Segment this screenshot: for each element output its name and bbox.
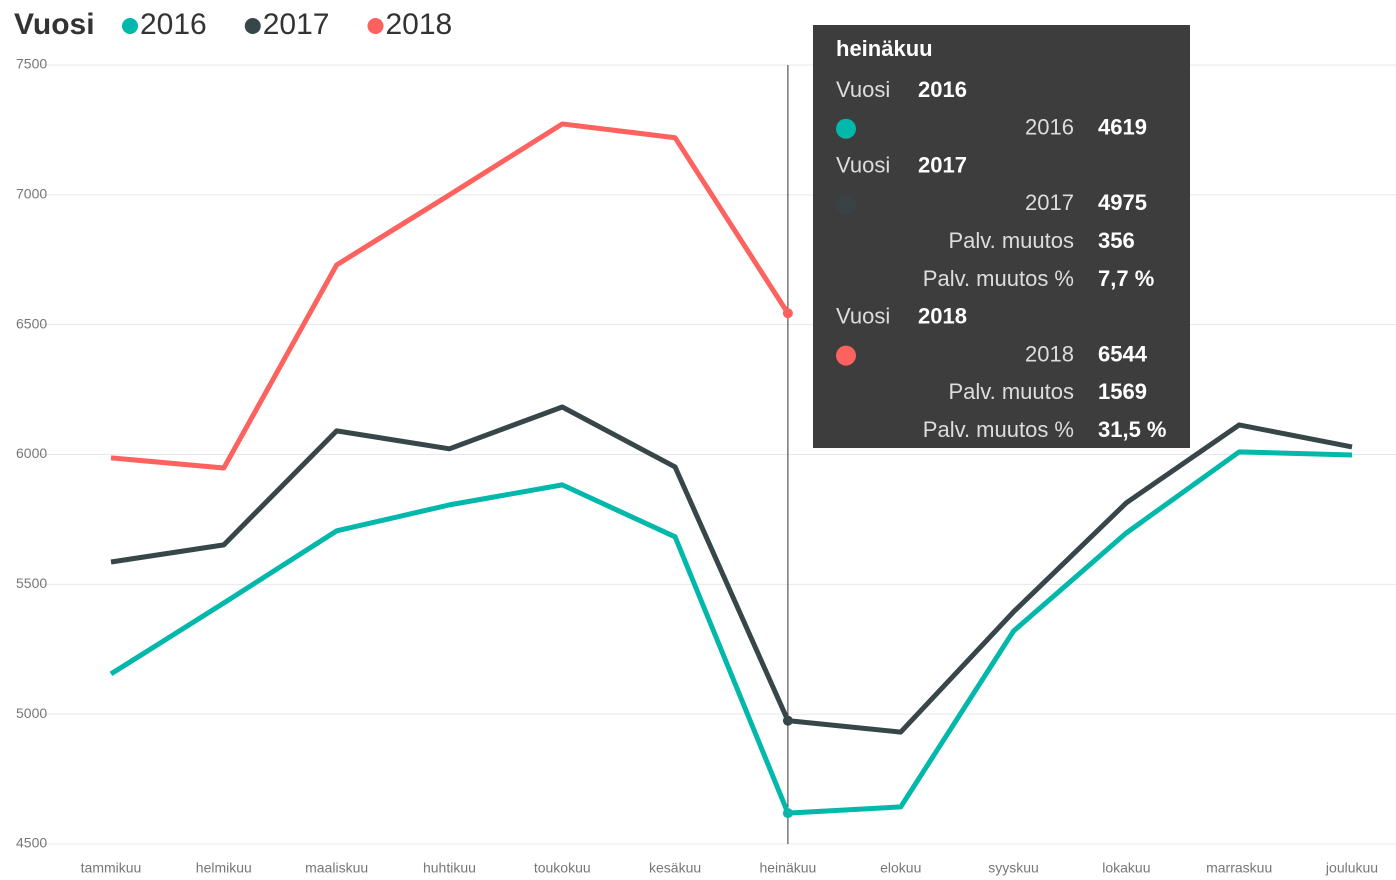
x-tick-label: toukokuu (534, 860, 591, 876)
x-tick-label: helmikuu (196, 860, 252, 876)
series-line (109, 449, 1353, 816)
y-tick-label: 5000 (16, 705, 47, 721)
tooltip-group-year: 2018 (918, 304, 967, 329)
y-tick-label: 7000 (16, 186, 47, 202)
tooltip-label: Palv. muutos (948, 379, 1074, 404)
hover-point (782, 715, 793, 726)
tooltip-label: Palv. muutos (948, 228, 1074, 253)
tooltip: heinäkuu Vuosi 2016 2016 4619 Vuosi 2017 2017 49… (813, 25, 1190, 448)
legend-title: Vuosi (14, 8, 95, 41)
tooltip-value: 4619 (1098, 115, 1147, 140)
tooltip-title: heinäkuu (836, 36, 933, 61)
tooltip-marker (836, 194, 856, 215)
x-tick-label: maaliskuu (305, 860, 368, 876)
tooltip-value: 356 (1098, 228, 1135, 253)
x-tick-label: lokakuu (1102, 860, 1150, 876)
y-tick-label: 5500 (16, 575, 47, 591)
legend-label: 2017 (263, 8, 330, 41)
legend-marker (367, 18, 384, 34)
legend-label: 2018 (386, 8, 453, 41)
tooltip-group-year: 2017 (918, 152, 967, 177)
y-tick-label: 6500 (16, 315, 47, 331)
x-tick-label: kesäkuu (649, 860, 701, 876)
y-tick-label: 7500 (16, 56, 47, 72)
tooltip-box (813, 25, 1190, 448)
tooltip-value: 7,7 % (1098, 266, 1154, 291)
x-tick-label: joulukuu (1325, 860, 1378, 876)
tooltip-group-label: Vuosi (836, 152, 890, 177)
legend-marker (122, 18, 138, 34)
tooltip-value: 6544 (1098, 341, 1148, 366)
tooltip-label: 2017 (1025, 190, 1074, 215)
series-line (110, 404, 1353, 735)
x-tick-label: syyskuu (988, 860, 1039, 876)
x-tick-label: marraskuu (1206, 860, 1272, 876)
x-tick-label: huhtikuu (423, 860, 476, 876)
tooltip-group-label: Vuosi (836, 77, 890, 102)
x-tick-label: heinäkuu (759, 860, 816, 876)
tooltip-group-year: 2016 (918, 77, 967, 102)
tooltip-label: Palv. muutos % (923, 266, 1074, 291)
hover-point (782, 308, 793, 319)
tooltip-marker (836, 345, 856, 366)
x-tick-label: elokuu (880, 860, 921, 876)
hover-point (782, 808, 793, 819)
tooltip-value: 1569 (1098, 379, 1147, 404)
series-line (110, 121, 791, 471)
y-tick-label: 6000 (16, 445, 47, 461)
y-tick-label: 4500 (16, 835, 47, 851)
tooltip-label: 2016 (1025, 115, 1074, 140)
tooltip-group-label: Vuosi (836, 304, 890, 329)
tooltip-value: 4975 (1098, 190, 1147, 215)
x-tick-label: tammikuu (81, 860, 142, 876)
tooltip-value: 31,5 % (1098, 417, 1167, 442)
legend-marker (244, 18, 261, 34)
tooltip-label: 2018 (1025, 341, 1074, 366)
tooltip-marker (836, 118, 856, 139)
tooltip-label: Palv. muutos % (923, 417, 1074, 442)
legend-label: 2016 (140, 8, 207, 41)
